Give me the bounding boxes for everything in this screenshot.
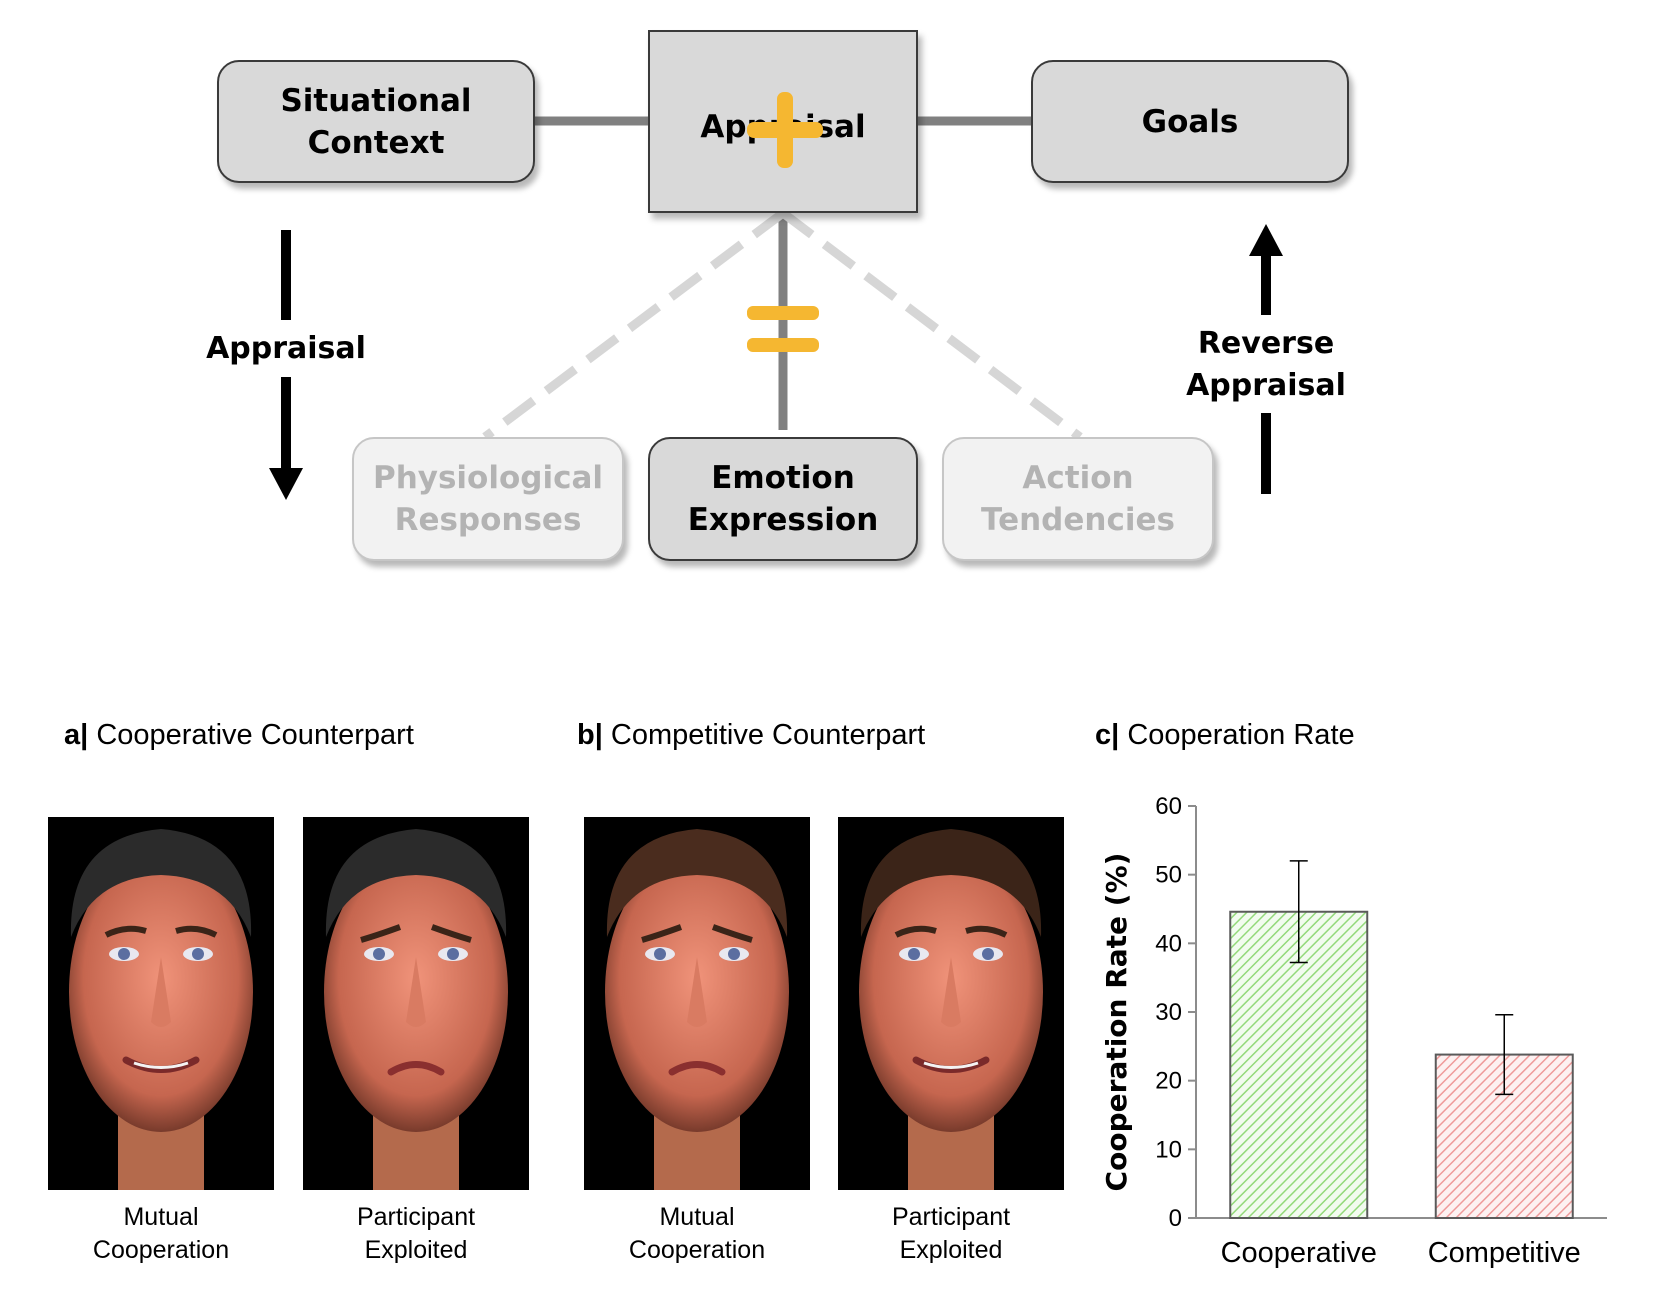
panel-b-letter: b| [577,719,603,751]
appraisal-box: Appraisal [648,30,918,213]
diagram-connectors [269,116,1283,500]
panel-b-title: b| Competitive Counterpart [577,719,925,752]
face-a-participant-exploited [303,817,529,1190]
panel-a-text: Cooperative Counterpart [96,719,414,751]
plus-icon [747,92,823,168]
connector-dashed-action [780,209,1083,441]
emotion-expression-box: Emotion Expression [648,437,918,561]
equals-icon [747,306,819,352]
panel-a-letter: a| [64,719,89,751]
y-axis-label: Cooperation Rate (%) [1100,853,1133,1192]
situational-context-box: Situational Context [217,60,535,183]
caption-b-1-line-2: Cooperation [628,1236,766,1264]
face-illustration [69,829,253,1190]
y-tick-label: 0 [1169,1205,1182,1232]
caption-a-2-line-1: Participant [356,1203,476,1231]
face-b-mutual-cooperation [584,817,810,1190]
reverse-appraisal-up-arrow [1249,224,1283,494]
caption-b-2-line-1: Participant [891,1203,1011,1231]
emotion-line-2: Expression [687,502,879,538]
y-tick-label: 20 [1155,1068,1182,1095]
action-tendencies-box: Action Tendencies [942,437,1214,561]
face-illustration [324,829,508,1190]
reverse-appraisal-label: Reverse Appraisal [1176,323,1356,407]
x-tick-label-cooperative: Cooperative [1221,1237,1377,1269]
caption-a-1-line-1: Mutual [123,1203,199,1231]
y-tick-label: 40 [1155,930,1182,957]
goals-box: Goals [1031,60,1349,183]
action-line-2: Tendencies [981,502,1175,538]
panel-a-title: a| Cooperative Counterpart [64,719,414,752]
y-tick-label: 10 [1155,1136,1182,1163]
caption-a-1-line-2: Cooperation [92,1236,230,1264]
caption-a-1: Mutual Cooperation [41,1201,281,1267]
y-tick-label: 30 [1155,999,1182,1026]
situational-context-label: Situational Context [280,82,472,161]
caption-b-2: Participant Exploited [831,1201,1071,1267]
appraisal-arrow-label: Appraisal [206,331,366,366]
appraisal-down-arrow [269,230,303,500]
panel-b-text: Competitive Counterpart [610,719,926,751]
connector-dashed-physiological [482,209,786,441]
y-tick-label: 60 [1155,793,1182,820]
y-tick-label: 50 [1155,862,1182,889]
reverse-appraisal-line-1: Reverse [1197,326,1335,361]
face-illustration [859,829,1043,1190]
caption-b-1-line-1: Mutual [659,1203,735,1231]
caption-b-1: Mutual Cooperation [577,1201,817,1267]
action-line-1: Action [1022,460,1134,496]
caption-b-2-line-2: Exploited [899,1236,1003,1264]
physiological-responses-box: Physiological Responses [352,437,624,561]
caption-a-2: Participant Exploited [296,1201,536,1267]
panel-c-text: Cooperation Rate [1127,719,1355,751]
panel-c-title: c| Cooperation Rate [1095,719,1355,752]
reverse-appraisal-line-2: Appraisal [1186,368,1346,403]
goals-label: Goals [1141,103,1239,140]
panel-c-letter: c| [1095,719,1120,751]
face-b-participant-exploited [838,817,1064,1190]
face-illustration [605,829,789,1190]
caption-a-2-line-2: Exploited [364,1236,468,1264]
face-a-mutual-cooperation [48,817,274,1190]
physiological-line-1: Physiological [372,460,604,496]
emotion-line-1: Emotion [711,460,855,496]
physiological-line-2: Responses [394,502,582,538]
x-tick-label-competitive: Competitive [1428,1237,1581,1269]
